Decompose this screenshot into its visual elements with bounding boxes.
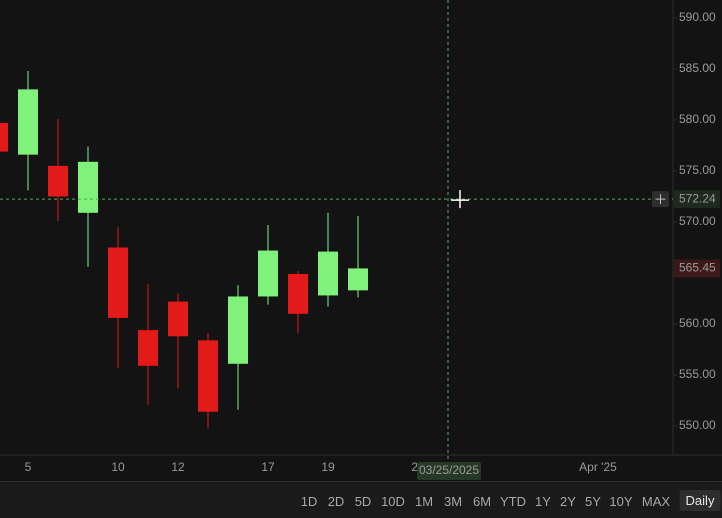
range-button[interactable]: 1Y — [535, 494, 551, 509]
candle-body — [48, 165, 68, 197]
cursor — [451, 190, 469, 209]
candle-body — [138, 330, 158, 366]
crosshair-date: 03/25/2025 — [419, 463, 479, 477]
crosshair-date-box — [417, 462, 481, 480]
range-button[interactable]: 10D — [381, 494, 405, 509]
crosshair-price-box — [674, 190, 720, 209]
candle-body — [78, 161, 98, 213]
x-tick-label: 5 — [25, 460, 32, 474]
last-price: 565.45 — [679, 261, 716, 275]
candle-body — [348, 268, 368, 291]
x-tick-label: 12 — [171, 460, 185, 474]
background — [0, 0, 722, 481]
y-tick-label: 555.00 — [679, 367, 716, 381]
candle-body — [0, 123, 8, 152]
x-tick-label: 17 — [261, 460, 275, 474]
range-button[interactable]: Daily — [679, 490, 721, 511]
candle-body — [18, 89, 38, 155]
range-button[interactable]: 2Y — [560, 494, 576, 509]
plot — [0, 71, 368, 429]
range-button[interactable]: 5Y — [585, 494, 601, 509]
candle-body — [228, 296, 248, 364]
chart: 550.00555.00560.00565.00570.00575.00580.… — [0, 0, 722, 481]
add-icon — [655, 194, 666, 205]
y-tick-label: 570.00 — [679, 214, 716, 228]
candle-body — [318, 251, 338, 296]
crosshair-price: 572.24 — [679, 191, 716, 205]
x-tick-label: 19 — [321, 460, 335, 474]
toolbar: 1D 2D 5D 10D 1M 3M 6M YTD 1Y 2Y 5Y 10Y MAX Daily — [0, 481, 722, 518]
candle-body — [108, 247, 128, 318]
candle-body — [258, 250, 278, 297]
last-price-box — [674, 259, 720, 278]
y-tick-label: 550.00 — [679, 418, 716, 432]
range-button[interactable]: 5D — [354, 494, 372, 509]
range-button[interactable]: 6M — [472, 494, 492, 509]
candle-body — [198, 340, 218, 412]
y-tick-label: 585.00 — [679, 61, 716, 75]
x-tick-label: 10 — [111, 460, 125, 474]
y-tick-label: 560.00 — [679, 316, 716, 330]
range-button[interactable]: 1D — [300, 494, 318, 509]
x-tick-label: Apr '25 — [579, 460, 617, 474]
candle-body — [168, 301, 188, 337]
range-button[interactable]: 3M — [443, 494, 463, 509]
range-button[interactable]: 10Y — [609, 494, 633, 509]
range-button[interactable]: 2D — [327, 494, 345, 509]
range-button[interactable]: MAX — [641, 494, 671, 509]
y-tick-label: 580.00 — [679, 112, 716, 126]
y-tick-label: 575.00 — [679, 163, 716, 177]
candle-body — [288, 274, 308, 314]
y-tick-label: 590.00 — [679, 10, 716, 24]
range-button[interactable]: 1M — [414, 494, 434, 509]
range-button[interactable]: YTD — [500, 494, 526, 509]
